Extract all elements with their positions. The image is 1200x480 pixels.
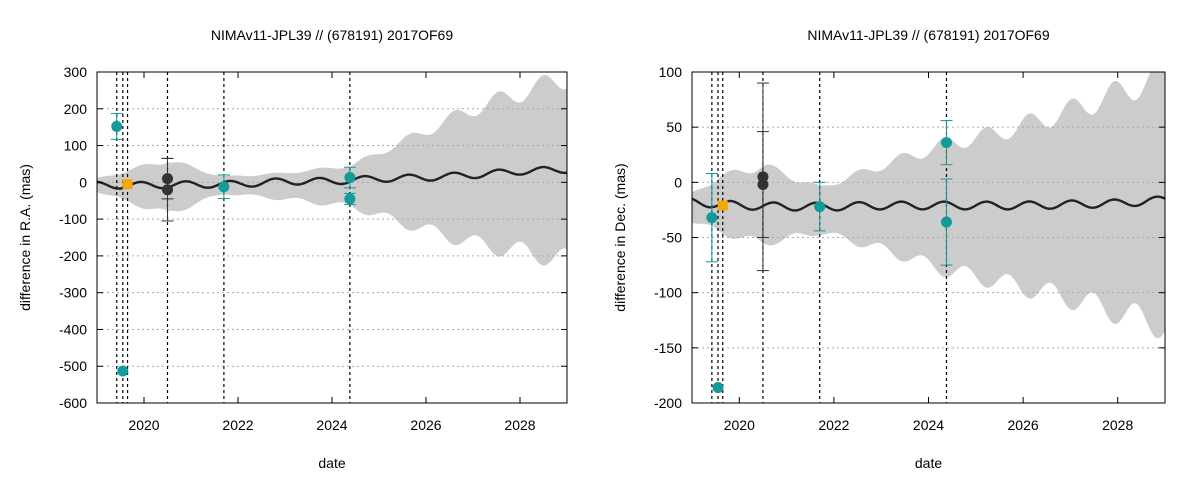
x-tick-label: 2028: [1102, 417, 1133, 433]
observation-marker: [111, 120, 123, 132]
y-tick-label: -200: [654, 395, 682, 411]
observation-point[interactable]: [717, 200, 728, 211]
observation-marker: [344, 172, 356, 184]
y-tick-label: -50: [662, 230, 682, 246]
observation-marker: [712, 382, 724, 394]
observation-point[interactable]: [756, 131, 769, 238]
y-tick-label: 100: [64, 138, 88, 154]
observation-point[interactable]: [161, 157, 174, 222]
uncertainty-band: [97, 75, 567, 266]
observation-marker: [344, 193, 356, 205]
chart-panel-2: -200 -150 -100 -50 0 50 100 2020 2022 2024 2026 202…: [612, 27, 1166, 471]
x-tick-label: 2024: [316, 417, 347, 433]
y-tick-label: -300: [59, 285, 87, 301]
y-tick-label: -600: [59, 395, 87, 411]
observation-point[interactable]: [217, 174, 230, 200]
observation-point[interactable]: [940, 178, 953, 266]
y-tick-label: -200: [59, 248, 87, 264]
observation-marker: [706, 212, 718, 224]
x-tick-label: 2024: [913, 417, 944, 433]
uncertainty-band: [692, 72, 1165, 339]
plot-area: [692, 72, 1165, 403]
y-tick-label: -100: [654, 285, 682, 301]
x-axis-title: date: [318, 455, 345, 471]
observation-point[interactable]: [117, 365, 129, 377]
observation-point[interactable]: [343, 192, 356, 205]
observation-marker: [162, 184, 173, 196]
x-tick-label: 2028: [504, 417, 535, 433]
plot-area: [97, 72, 567, 403]
observation-point[interactable]: [122, 179, 133, 190]
chart-title: NIMAv11-JPL39 // (678191) 2017OF69: [211, 27, 454, 43]
observation-point[interactable]: [110, 113, 123, 140]
y-tick-label: 100: [659, 64, 683, 80]
observation-marker: [218, 181, 230, 193]
model-curve: [97, 165, 567, 190]
chart-panel-1: -600 -500 -400 -300 -200 -100 0 100 200 300 2020 20…: [17, 27, 568, 471]
y-axis-title: difference in Dec. (mas): [612, 163, 628, 311]
chart-title: NIMAv11-JPL39 // (678191) 2017OF69: [807, 27, 1050, 43]
observation-marker: [814, 201, 826, 213]
observation-marker: [940, 216, 952, 228]
y-tick-label: -100: [59, 211, 87, 227]
y-axis-title: difference in R.A. (mas): [17, 164, 33, 311]
x-tick-label: 2026: [1008, 417, 1039, 433]
x-axis-title: date: [915, 455, 942, 471]
x-tick-label: 2022: [818, 417, 849, 433]
observation-point[interactable]: [813, 181, 826, 232]
y-tick-label: -400: [59, 321, 87, 337]
observation-point[interactable]: [940, 120, 953, 166]
y-tick-label: 0: [79, 174, 87, 190]
x-tick-label: 2020: [724, 417, 755, 433]
y-tick-label: 200: [64, 101, 88, 117]
observation-marker: [940, 137, 952, 149]
y-tick-label: -150: [654, 340, 682, 356]
x-tick-label: 2020: [128, 417, 159, 433]
y-tick-label: 0: [674, 174, 682, 190]
observation-marker: [117, 365, 129, 377]
y-tick-label: 300: [64, 64, 88, 80]
observation-point[interactable]: [343, 166, 356, 189]
model-curve: [692, 195, 1165, 212]
observation-marker: [717, 200, 728, 211]
y-tick-label: -500: [59, 358, 87, 374]
x-tick-label: 2026: [410, 417, 441, 433]
observation-point[interactable]: [712, 382, 724, 394]
y-tick-label: 50: [666, 119, 682, 135]
observation-marker: [122, 179, 133, 190]
observation-marker: [757, 179, 769, 191]
x-tick-label: 2022: [222, 417, 253, 433]
observation-point[interactable]: [705, 173, 718, 263]
